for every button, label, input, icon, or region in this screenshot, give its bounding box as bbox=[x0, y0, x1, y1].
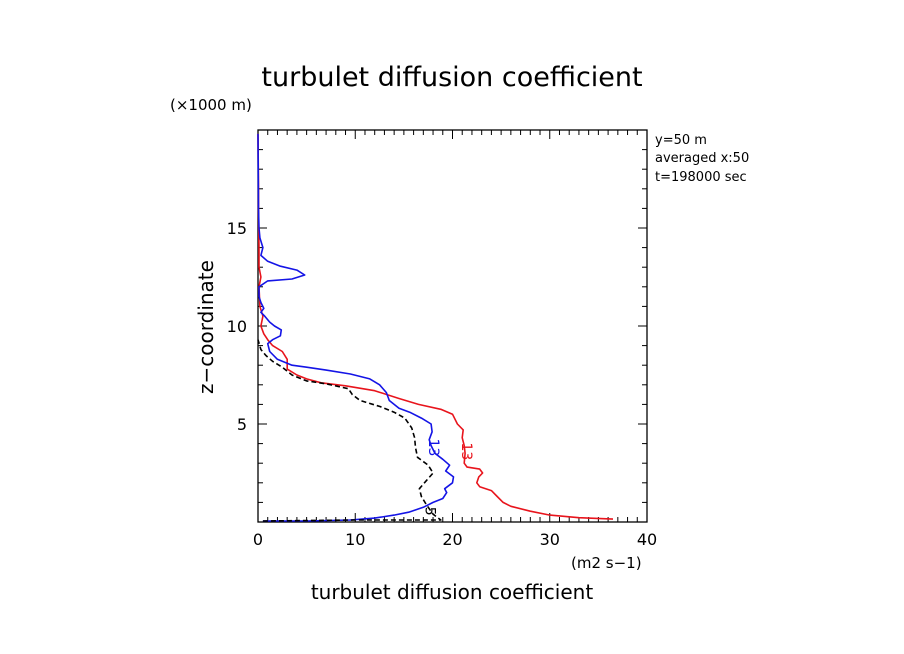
x-tick-label: 10 bbox=[345, 530, 365, 549]
chart-title: turbulet diffusion coefficient bbox=[261, 62, 642, 93]
x-tick-label: 0 bbox=[253, 530, 263, 549]
annotation-y-position: y=50 m bbox=[655, 133, 707, 148]
series-line-3 bbox=[257, 339, 442, 522]
y-axis-unit: (×1000 m) bbox=[170, 96, 252, 114]
series-line-1 bbox=[257, 133, 614, 520]
x-tick-label: 20 bbox=[442, 530, 462, 549]
y-tick-label: 15 bbox=[227, 219, 247, 238]
y-tick-label: 10 bbox=[227, 317, 247, 336]
x-tick-label: 30 bbox=[540, 530, 560, 549]
y-tick-label: 5 bbox=[237, 415, 247, 434]
series-line-2 bbox=[257, 133, 455, 522]
info-annotations: y=50 m averaged x:50 t=198000 sec bbox=[655, 133, 749, 185]
x-axis-label: turbulet diffusion coefficient bbox=[311, 580, 594, 604]
annotation-time: t=198000 sec bbox=[655, 170, 747, 185]
plot-frame bbox=[257, 129, 648, 523]
annotation-averaged: averaged x:50 bbox=[655, 151, 749, 166]
x-tick-label: 40 bbox=[637, 530, 657, 549]
series-label-1: 13 bbox=[458, 443, 474, 461]
x-axis-unit: (m2 s−1) bbox=[571, 554, 642, 572]
series-label-2: 13 bbox=[425, 439, 441, 457]
y-axis-label: z−coordinate bbox=[194, 260, 218, 394]
series-label-3: 5 bbox=[421, 507, 437, 516]
plot-layer: 0 10 20 30 40 5 10 15 13 13 5 bbox=[227, 129, 657, 549]
